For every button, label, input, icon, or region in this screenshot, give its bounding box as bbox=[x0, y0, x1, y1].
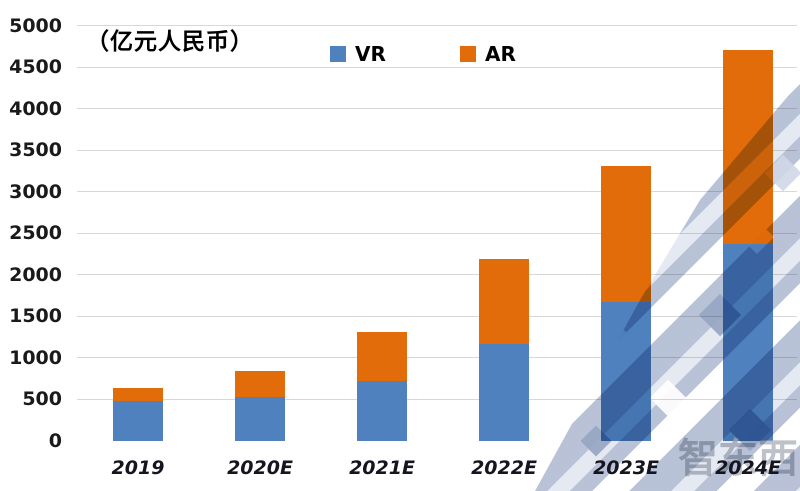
y-tick-label: 2500 bbox=[9, 222, 62, 245]
bar-vr-2020E bbox=[235, 397, 285, 441]
y-tick-label: 5000 bbox=[9, 14, 62, 37]
y-axis: 0 500 1000 1500 2000 2500 3000 3500 4000 4500 5000 bbox=[0, 0, 62, 491]
plot-area bbox=[77, 25, 800, 441]
bar-vr-2024E bbox=[723, 244, 773, 441]
y-tick-label: 3000 bbox=[9, 180, 62, 203]
y-tick-label: 1500 bbox=[9, 305, 62, 328]
x-tick-label: 2019 bbox=[111, 457, 165, 479]
chart-unit-title: （亿元人民币） bbox=[86, 28, 254, 55]
gridline bbox=[77, 357, 797, 359]
legend-item-ar: AR bbox=[460, 42, 516, 66]
watermark-logo-text: 智东西 bbox=[678, 436, 798, 482]
y-tick-label: 500 bbox=[22, 388, 62, 411]
x-tick-label: 2021E bbox=[349, 457, 415, 479]
y-tick-label: 0 bbox=[48, 430, 62, 452]
bar-ar-2024E bbox=[723, 49, 773, 245]
bar-ar-2022E bbox=[479, 258, 529, 345]
bar-vr-2021E bbox=[357, 380, 407, 441]
bar-ar-2023E bbox=[601, 166, 651, 302]
bar-vr-2023E bbox=[601, 301, 651, 441]
gridline bbox=[77, 191, 797, 193]
y-tick-label: 2000 bbox=[9, 263, 62, 286]
gridline bbox=[77, 66, 797, 68]
gridline bbox=[77, 315, 797, 317]
vr-swatch-icon bbox=[330, 46, 346, 62]
bar-ar-2020E bbox=[235, 370, 285, 398]
y-tick-label: 4000 bbox=[9, 97, 62, 120]
y-tick-label: 1000 bbox=[9, 346, 62, 369]
legend-label-vr: VR bbox=[355, 42, 386, 66]
gridline bbox=[77, 440, 797, 441]
ar-swatch-icon bbox=[460, 46, 476, 62]
x-tick-label: 2023E bbox=[593, 457, 659, 479]
bar-vr-2022E bbox=[479, 344, 529, 441]
gridline bbox=[77, 108, 797, 110]
gridline bbox=[77, 25, 797, 26]
bar-ar-2021E bbox=[357, 331, 407, 381]
bar-vr-2019 bbox=[113, 400, 163, 441]
bar-ar-2019 bbox=[113, 388, 163, 401]
gridline bbox=[77, 149, 797, 151]
gridline bbox=[77, 398, 797, 400]
x-tick-label: 2020E bbox=[227, 457, 293, 479]
y-tick-label: 3500 bbox=[9, 139, 62, 162]
gridline bbox=[77, 232, 797, 234]
gridline bbox=[77, 274, 797, 276]
y-tick-label: 4500 bbox=[9, 56, 62, 79]
legend-label-ar: AR bbox=[485, 42, 516, 66]
x-tick-label: 2022E bbox=[471, 457, 537, 479]
legend-item-vr: VR bbox=[330, 42, 386, 66]
